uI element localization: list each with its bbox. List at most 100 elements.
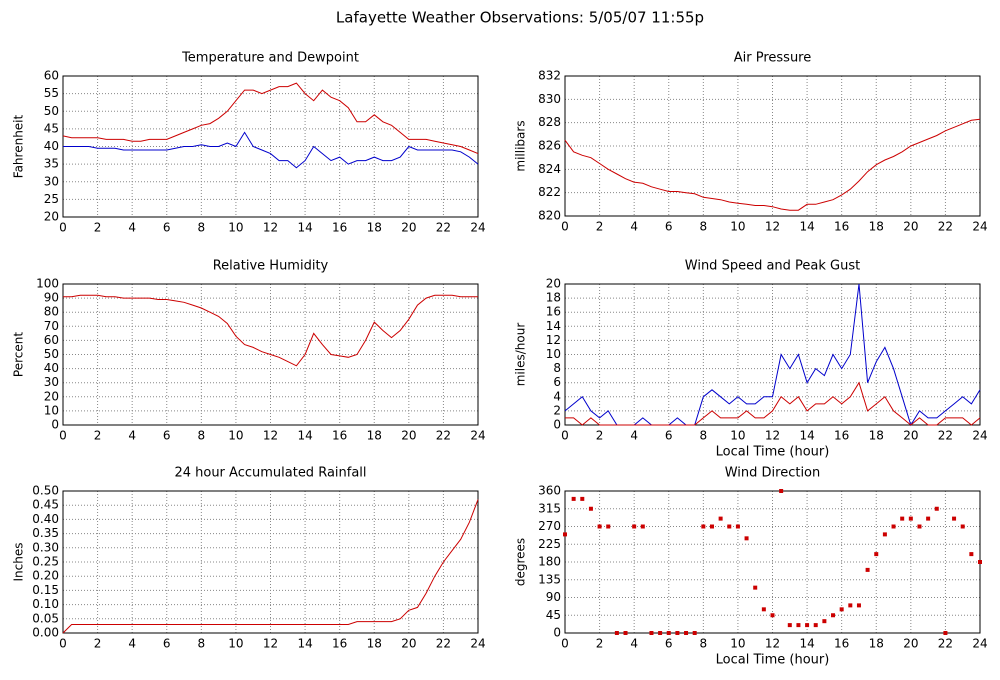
data-line — [63, 294, 478, 367]
y-axis-label: millibars — [514, 120, 528, 171]
data-point — [770, 613, 775, 618]
data-point — [796, 623, 801, 628]
x-tick-label: 4 — [128, 429, 136, 443]
x-axis-label: Local Time (hour) — [716, 445, 830, 460]
data-point — [900, 516, 905, 521]
y-tick-label: 830 — [538, 92, 561, 106]
data-point — [718, 516, 723, 521]
x-tick-label: 2 — [94, 429, 102, 443]
y-tick-label: 360 — [538, 484, 561, 498]
x-tick-label: 12 — [263, 637, 278, 651]
data-point — [753, 585, 758, 590]
data-point — [934, 506, 939, 511]
y-tick-label: 12 — [546, 333, 561, 347]
y-tick-label: 135 — [538, 572, 561, 586]
x-tick-label: 10 — [730, 220, 745, 234]
data-point — [848, 603, 853, 608]
y-tick-label: 25 — [44, 192, 59, 206]
data-point — [943, 631, 948, 635]
data-line — [564, 118, 981, 211]
data-point — [960, 524, 965, 529]
y-tick-label: 0.15 — [32, 583, 59, 597]
y-tick-label: 18 — [546, 291, 561, 305]
y-tick-label: 80 — [44, 305, 59, 319]
y-tick-label: 50 — [44, 347, 59, 361]
data-point — [761, 607, 766, 612]
x-tick-label: 8 — [198, 637, 206, 651]
data-point — [580, 496, 585, 501]
x-tick-label: 12 — [263, 221, 278, 235]
data-point — [822, 619, 827, 624]
y-tick-label: 0.00 — [32, 626, 59, 640]
data-point — [978, 560, 982, 564]
y-tick-label: 4 — [553, 389, 561, 403]
x-tick-label: 16 — [332, 637, 347, 651]
x-tick-label: 6 — [665, 429, 673, 443]
y-tick-label: 14 — [546, 319, 561, 333]
x-tick-label: 22 — [938, 429, 953, 443]
y-tick-label: 60 — [44, 69, 59, 83]
y-tick-label: 0.25 — [32, 555, 59, 569]
data-line — [62, 499, 479, 634]
x-tick-label: 20 — [401, 429, 416, 443]
y-tick-label: 45 — [546, 608, 561, 622]
data-point — [779, 489, 784, 493]
data-point — [735, 524, 740, 529]
y-axis-label: degrees — [514, 538, 528, 586]
x-tick-label: 12 — [765, 637, 780, 651]
x-tick-label: 20 — [401, 637, 416, 651]
data-point — [701, 524, 706, 529]
x-tick-label: 14 — [297, 637, 312, 651]
data-point — [606, 524, 611, 529]
y-tick-label: 90 — [546, 590, 561, 604]
x-tick-label: 20 — [401, 221, 416, 235]
y-tick-label: 0 — [553, 418, 561, 432]
data-point — [969, 552, 974, 557]
y-axis-label: Fahrenheit — [12, 114, 26, 178]
data-point — [684, 631, 689, 635]
y-tick-label: 50 — [44, 104, 59, 118]
y-tick-label: 45 — [44, 121, 59, 135]
chart-title: Temperature and Dewpoint — [181, 51, 359, 66]
x-tick-label: 4 — [630, 429, 638, 443]
data-point — [744, 536, 749, 541]
x-tick-label: 18 — [367, 221, 382, 235]
x-tick-label: 4 — [128, 221, 136, 235]
x-tick-label: 8 — [198, 429, 206, 443]
x-tick-label: 4 — [630, 220, 638, 234]
x-tick-label: 20 — [903, 220, 918, 234]
data-point — [597, 524, 602, 529]
data-point — [632, 524, 637, 529]
y-tick-label: 0.05 — [32, 611, 59, 625]
x-tick-label: 22 — [436, 429, 451, 443]
data-point — [692, 631, 697, 635]
x-tick-label: 10 — [228, 429, 243, 443]
x-tick-label: 16 — [332, 221, 347, 235]
x-tick-label: 22 — [436, 221, 451, 235]
x-tick-label: 6 — [665, 220, 673, 234]
x-tick-label: 0 — [561, 637, 569, 651]
x-tick-label: 18 — [869, 637, 884, 651]
plot-frame — [564, 283, 981, 426]
x-tick-label: 18 — [367, 637, 382, 651]
data-line — [565, 381, 981, 426]
y-tick-label: 100 — [36, 277, 59, 291]
x-tick-label: 0 — [561, 220, 569, 234]
x-tick-label: 14 — [799, 637, 814, 651]
x-tick-label: 0 — [59, 221, 67, 235]
y-tick-label: 0.40 — [32, 512, 59, 526]
y-tick-label: 60 — [44, 333, 59, 347]
y-tick-label: 35 — [44, 157, 59, 171]
y-tick-label: 30 — [44, 375, 59, 389]
page-title: Lafayette Weather Observations: 5/05/07 … — [336, 9, 704, 27]
x-tick-label: 16 — [332, 429, 347, 443]
x-tick-label: 2 — [94, 637, 102, 651]
x-tick-label: 2 — [596, 429, 604, 443]
y-tick-label: 826 — [538, 139, 561, 153]
x-tick-label: 10 — [730, 637, 745, 651]
x-tick-label: 8 — [700, 220, 708, 234]
x-tick-label: 18 — [367, 429, 382, 443]
data-point — [856, 603, 861, 608]
x-tick-label: 12 — [765, 429, 780, 443]
